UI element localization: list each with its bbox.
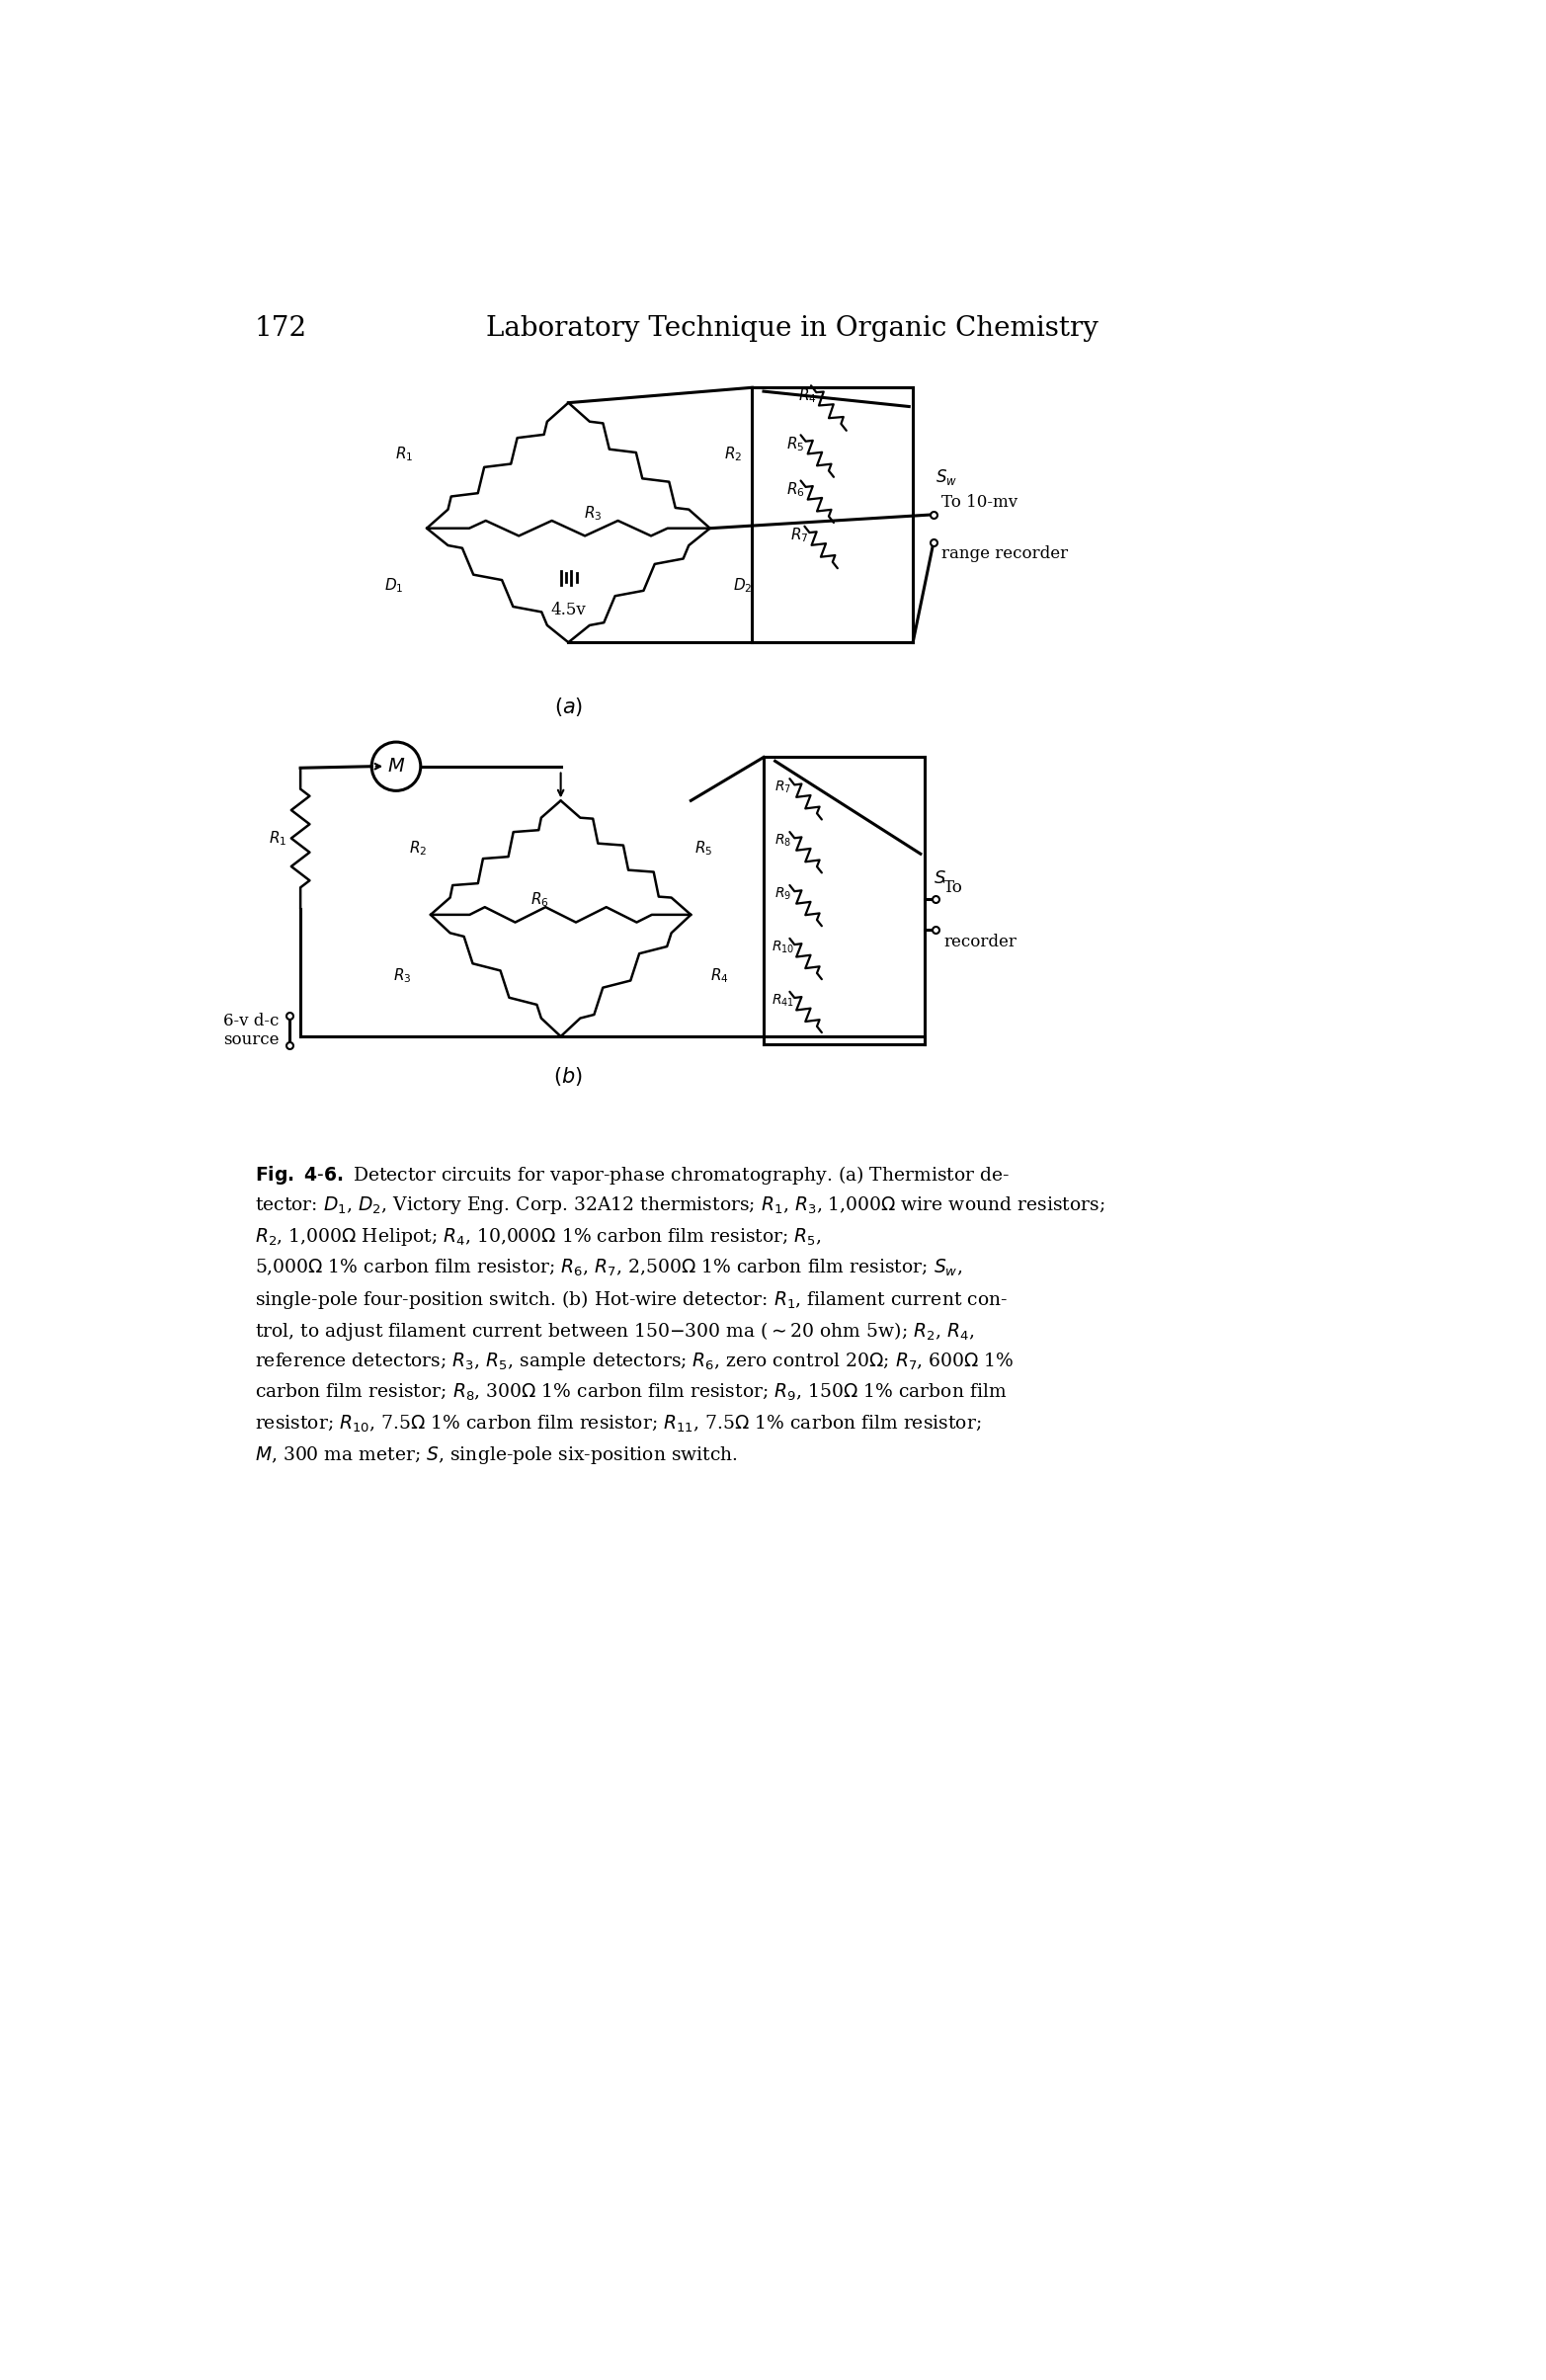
Text: $R_{41}$: $R_{41}$ [771, 992, 795, 1009]
Text: $R_1$: $R_1$ [394, 445, 413, 464]
Text: Laboratory Technique in Organic Chemistry: Laboratory Technique in Organic Chemistr… [485, 314, 1098, 343]
Text: $R_7$: $R_7$ [790, 526, 809, 545]
Text: $S_w$: $S_w$ [935, 466, 957, 488]
Text: range recorder: range recorder [942, 545, 1068, 562]
Text: To 10-mv: To 10-mv [942, 495, 1017, 512]
Text: 4.5v: 4.5v [550, 602, 586, 619]
Text: reference detectors; $R_3$, $R_5$, sample detectors; $R_6$, zero control 20$\Ome: reference detectors; $R_3$, $R_5$, sampl… [255, 1349, 1014, 1373]
Text: single-pole four-position switch. (b) Hot-wire detector: $R_1$, filament current: single-pole four-position switch. (b) Ho… [255, 1288, 1008, 1311]
Text: $R_4$: $R_4$ [798, 386, 816, 405]
Text: $R_6$: $R_6$ [787, 481, 805, 500]
Text: $(b)$: $(b)$ [553, 1066, 583, 1088]
Text: recorder: recorder [943, 933, 1017, 950]
Text: $R_5$: $R_5$ [694, 840, 713, 857]
Text: tector: $D_1$, $D_2$, Victory Eng. Corp. 32A12 thermistors; $R_1$, $R_3$, 1,000$: tector: $D_1$, $D_2$, Victory Eng. Corp.… [255, 1195, 1104, 1216]
Text: 5,000$\Omega$ 1% carbon film resistor; $R_6$, $R_7$, 2,500$\Omega$ 1% carbon fil: 5,000$\Omega$ 1% carbon film resistor; $… [255, 1257, 962, 1278]
Text: $R_9$: $R_9$ [775, 885, 792, 902]
Text: carbon film resistor; $R_8$, 300$\Omega$ 1% carbon film resistor; $R_9$, 150$\Om: carbon film resistor; $R_8$, 300$\Omega$… [255, 1383, 1006, 1402]
Text: $S$: $S$ [934, 869, 946, 888]
Text: To: To [943, 878, 963, 895]
Text: $R_2$: $R_2$ [724, 445, 742, 464]
Text: $M$, 300 ma meter; $S$, single-pole six-position switch.: $M$, 300 ma meter; $S$, single-pole six-… [255, 1445, 737, 1466]
Text: 6-v d-c
source: 6-v d-c source [223, 1012, 278, 1050]
Text: $R_7$: $R_7$ [775, 781, 792, 795]
Text: $R_3$: $R_3$ [393, 966, 411, 985]
Text: $R_1$: $R_1$ [269, 828, 286, 847]
Text: $R_6$: $R_6$ [530, 890, 549, 909]
Text: $D_1$: $D_1$ [385, 576, 404, 595]
Text: trol, to adjust filament current between 150$-$300 ma ($\sim$20 ohm 5w); $R_2$, : trol, to adjust filament current between… [255, 1319, 974, 1342]
Text: $M$: $M$ [386, 757, 405, 776]
Text: $R_2$, 1,000$\Omega$ Helipot; $R_4$, 10,000$\Omega$ 1% carbon film resistor; $R_: $R_2$, 1,000$\Omega$ Helipot; $R_4$, 10,… [255, 1226, 821, 1247]
Text: 172: 172 [255, 314, 308, 343]
Text: $R_8$: $R_8$ [775, 833, 792, 850]
Text: $(a)$: $(a)$ [553, 695, 583, 719]
Text: $\mathbf{Fig.\ 4\text{-}6.}$ Detector circuits for vapor-phase chromatography. (: $\mathbf{Fig.\ 4\text{-}6.}$ Detector ci… [255, 1164, 1010, 1185]
Text: $R_2$: $R_2$ [408, 840, 427, 857]
Text: $R_4$: $R_4$ [710, 966, 728, 985]
Text: $R_{10}$: $R_{10}$ [771, 940, 795, 954]
Text: resistor; $R_{10}$, 7.5$\Omega$ 1% carbon film resistor; $R_{11}$, 7.5$\Omega$ 1: resistor; $R_{10}$, 7.5$\Omega$ 1% carbo… [255, 1414, 982, 1435]
Text: $R_3$: $R_3$ [584, 505, 601, 521]
Text: $R_5$: $R_5$ [787, 436, 805, 452]
Text: $D_2$: $D_2$ [733, 576, 753, 595]
